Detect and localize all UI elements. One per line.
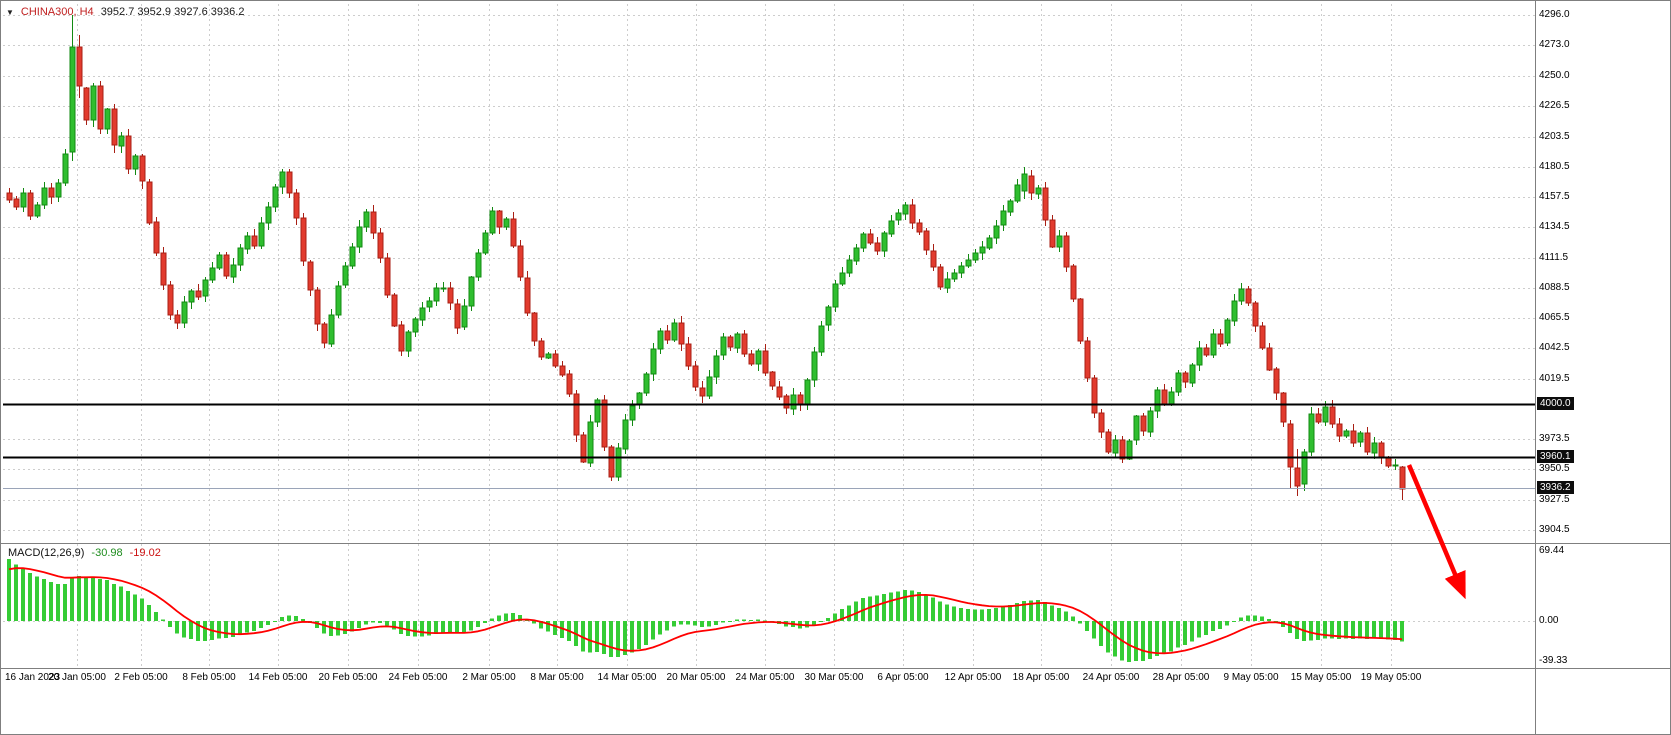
macd-tick-label: -39.33 [1539, 655, 1568, 666]
price-badge: 3960.1 [1537, 450, 1574, 463]
chart-title: ▼ CHINA300, H4 3952.7 3952.9 3927.6 3936… [6, 6, 244, 18]
time-tick-label: 12 Apr 05:00 [944, 672, 1002, 683]
time-tick-label: 14 Mar 05:00 [597, 672, 657, 683]
price-tick-label: 4088.5 [1539, 282, 1570, 293]
time-tick-label: 14 Feb 05:00 [248, 672, 308, 683]
price-tick-label: 4226.5 [1539, 100, 1570, 111]
time-tick-label: 24 Mar 05:00 [735, 672, 795, 683]
time-tick-label: 6 Apr 05:00 [877, 672, 929, 683]
time-tick-label: 8 Feb 05:00 [182, 672, 236, 683]
time-tick-label: 28 Apr 05:00 [1152, 672, 1210, 683]
macd-tick-label: 69.44 [1539, 545, 1565, 556]
price-tick-label: 4203.5 [1539, 131, 1570, 142]
time-tick-label: 24 Feb 05:00 [388, 672, 448, 683]
down-arrow-annotation[interactable] [1406, 464, 1466, 600]
symbol-timeframe-label: CHINA300, H4 [20, 6, 94, 18]
price-tick-label: 4296.0 [1539, 9, 1570, 20]
time-tick-label: 9 May 05:00 [1223, 672, 1279, 683]
time-tick-label: 8 Mar 05:00 [530, 672, 584, 683]
macd-tick-label: 0.00 [1539, 615, 1559, 626]
time-tick-label: 24 Apr 05:00 [1082, 672, 1140, 683]
time-tick-label: 30 Mar 05:00 [804, 672, 864, 683]
time-tick-label: 2 Feb 05:00 [114, 672, 168, 683]
price-tick-label: 4273.0 [1539, 39, 1570, 50]
price-tick-label: 4134.5 [1539, 221, 1570, 232]
time-tick-label: 18 Apr 05:00 [1012, 672, 1070, 683]
price-tick-label: 3973.5 [1539, 433, 1570, 444]
price-tick-label: 3950.5 [1539, 463, 1570, 474]
price-tick-label: 4065.5 [1539, 312, 1570, 323]
symbol-dropdown-icon[interactable]: ▼ [6, 7, 14, 17]
time-tick-label: 20 Jan 05:00 [48, 672, 106, 683]
macd-indicator-label: MACD(12,26,9) -30.98 -19.02 [8, 547, 161, 559]
price-badge: 4000.0 [1537, 397, 1574, 410]
macd-name: MACD(12,26,9) [8, 547, 85, 559]
price-tick-label: 4111.5 [1539, 252, 1569, 263]
price-axis[interactable]: 4296.0 4273.0 4250.0 4226.5 4203.5 4180.5 4157… [1536, 1, 1670, 734]
price-tick-label: 4042.5 [1539, 342, 1570, 353]
time-tick-label: 15 May 05:00 [1290, 672, 1352, 683]
time-tick-label: 2 Mar 05:00 [462, 672, 516, 683]
price-tick-label: 4157.5 [1539, 191, 1570, 202]
time-tick-label: 20 Feb 05:00 [318, 672, 378, 683]
time-tick-label: 19 May 05:00 [1360, 672, 1422, 683]
macd-main-value: -30.98 [91, 547, 123, 559]
price-tick-label: 3927.5 [1539, 494, 1570, 505]
ohlc-values: 3952.7 3952.9 3927.6 3936.2 [100, 6, 245, 18]
macd-signal-value: -19.02 [129, 547, 161, 559]
price-tick-label: 4180.5 [1539, 161, 1570, 172]
time-tick-label: 16 Jan 2023 [5, 672, 61, 683]
time-axis[interactable]: 16 Jan 2023 20 Jan 05:00 2 Feb 05:00 8 Feb … [1, 670, 1535, 690]
price-badge: 3936.2 [1537, 481, 1574, 494]
time-tick-label: 20 Mar 05:00 [666, 672, 726, 683]
price-tick-label: 4019.5 [1539, 373, 1570, 384]
price-tick-label: 4250.0 [1539, 70, 1570, 81]
price-tick-label: 3904.5 [1539, 524, 1570, 535]
